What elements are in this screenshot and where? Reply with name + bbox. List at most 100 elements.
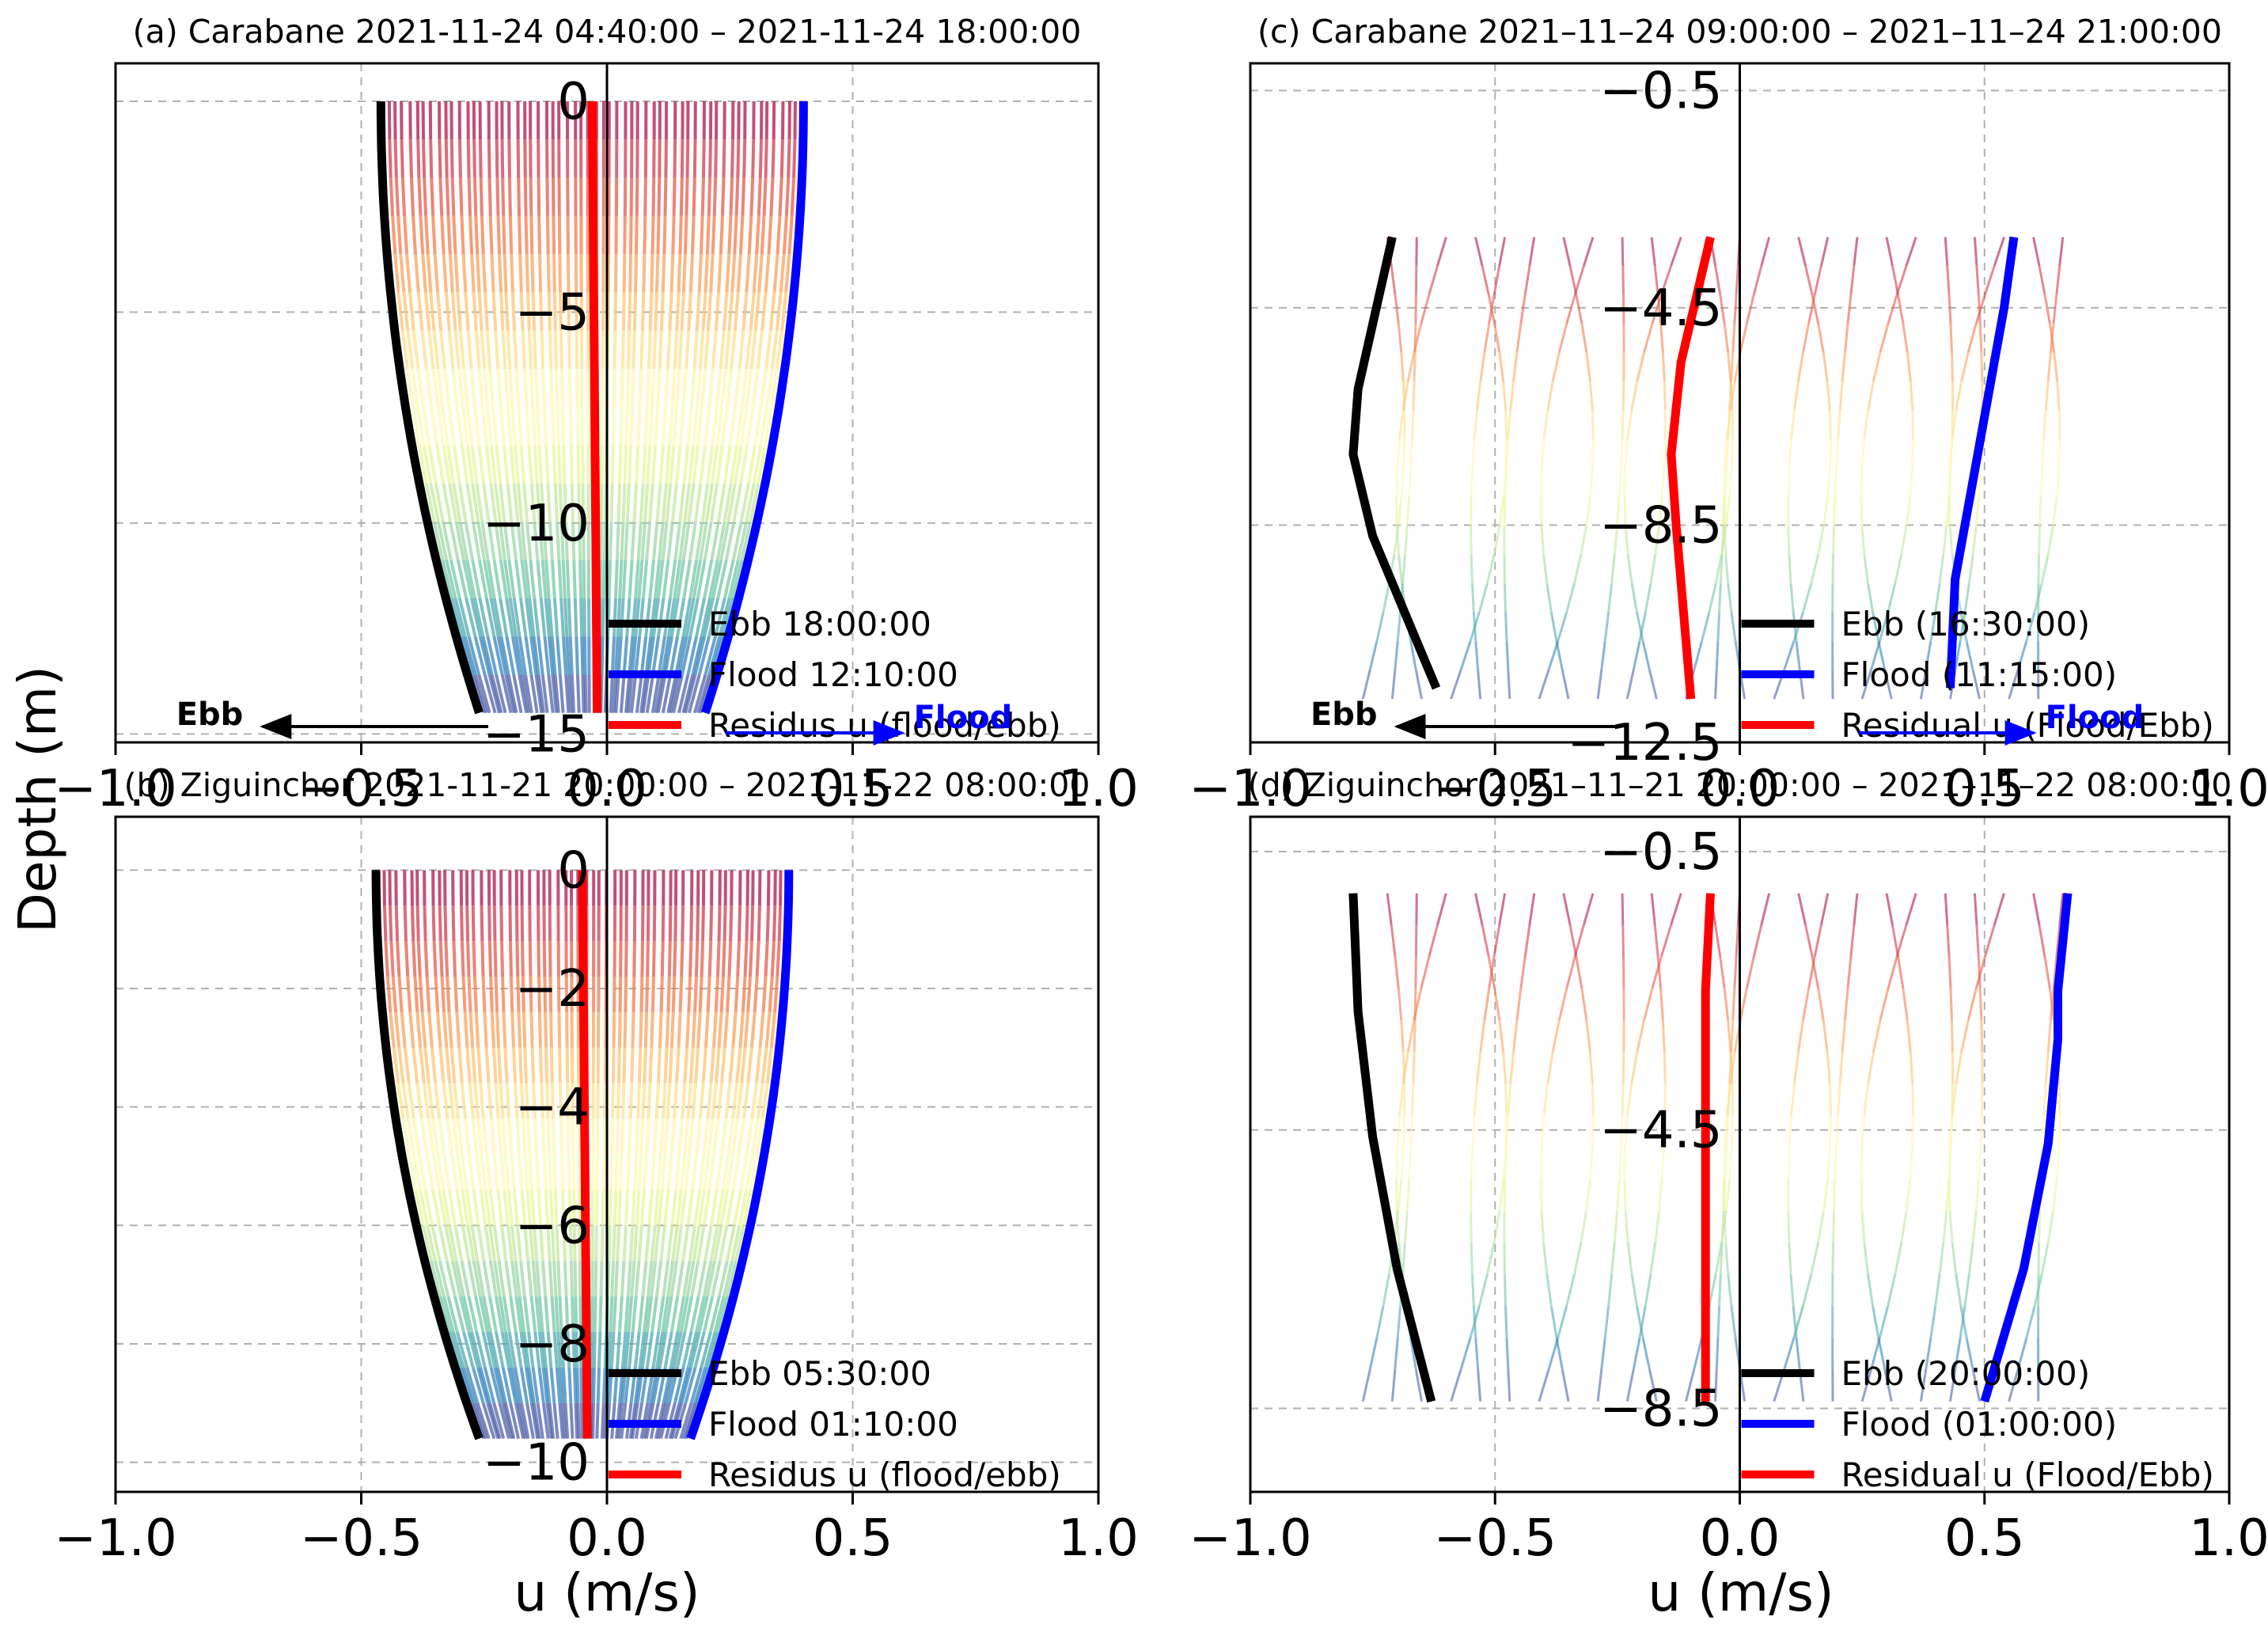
profile-line	[1428, 924, 1439, 958]
profile-line	[685, 1260, 696, 1297]
profile-line	[624, 1331, 631, 1368]
profile-line	[528, 941, 533, 977]
profile-line	[669, 1331, 680, 1368]
profile-line	[503, 521, 511, 560]
profile-line	[702, 1154, 711, 1190]
profile-line	[685, 177, 689, 216]
profile-line	[510, 1011, 516, 1048]
profile-line	[547, 674, 555, 713]
profile-line	[609, 483, 614, 522]
profile-line	[1401, 1242, 1407, 1275]
profile-line	[2038, 1210, 2042, 1243]
profile-line	[408, 1011, 415, 1048]
profile-line	[692, 139, 697, 178]
profile-line	[792, 139, 797, 178]
profile-line	[1505, 641, 1510, 670]
profile-line	[1971, 526, 1978, 555]
profile-line	[1481, 924, 1490, 958]
profile-line	[1390, 670, 1397, 700]
profile-line	[1396, 1115, 1401, 1148]
profile-line	[1979, 1115, 1983, 1148]
profile-line	[761, 976, 768, 1013]
profile-line	[432, 330, 440, 370]
profile-line	[722, 292, 729, 331]
profile-line	[1730, 352, 1735, 382]
profile-line	[479, 1083, 485, 1119]
profile-line	[487, 139, 491, 178]
profile-line	[458, 521, 469, 560]
profile-line	[1643, 323, 1654, 353]
profile-line	[688, 1118, 695, 1155]
profile-line	[666, 1154, 673, 1190]
profile-line	[1615, 1178, 1621, 1212]
profile-line	[1401, 554, 1407, 584]
profile-line	[472, 976, 478, 1013]
profile-line	[1725, 1083, 1732, 1116]
profile-line	[760, 1047, 768, 1083]
profile-line	[717, 1260, 729, 1297]
profile-line	[1404, 526, 1409, 555]
profile-line	[1965, 640, 1974, 670]
profile-line	[1724, 496, 1731, 526]
profile-line	[1492, 924, 1501, 958]
y-tick-label: −15	[483, 705, 590, 764]
profile-line	[594, 1261, 598, 1297]
profile-line	[486, 1402, 500, 1440]
profile-line	[594, 1225, 598, 1262]
profile-line	[1565, 294, 1576, 324]
profile-line	[2016, 640, 2028, 671]
profile-line	[436, 1154, 446, 1190]
profile-line	[563, 1261, 568, 1297]
legend-residual-label: Residual u (Flood/Ebb)	[1841, 1455, 2214, 1494]
profile-line	[516, 139, 521, 178]
profile-line	[2058, 410, 2061, 439]
profile-line	[495, 139, 499, 178]
profile-line	[726, 1154, 734, 1190]
profile-line	[457, 483, 468, 522]
profile-line	[472, 941, 476, 977]
profile-line	[737, 1118, 745, 1155]
profile-line	[632, 483, 639, 522]
profile-line	[558, 254, 563, 293]
profile-line	[483, 1367, 496, 1404]
profile-line	[508, 368, 514, 408]
profile-line	[1831, 554, 1835, 584]
profile-line	[733, 292, 740, 331]
profile-line	[423, 1047, 430, 1083]
profile-line	[521, 1011, 527, 1048]
profile-line	[1361, 1369, 1371, 1402]
profile-line	[624, 1296, 630, 1333]
profile-line	[730, 1118, 739, 1155]
profile-line	[501, 1402, 514, 1440]
profile-line	[1428, 265, 1439, 295]
legend-residual-label: Residus u (flood/ebb)	[708, 1455, 1061, 1494]
profile-line	[1878, 1305, 1890, 1338]
profile-line	[661, 522, 669, 560]
residual-line	[587, 101, 602, 713]
profile-line	[385, 976, 393, 1013]
profile-line	[521, 976, 525, 1012]
profile-line	[741, 976, 747, 1013]
profile-line	[401, 1118, 411, 1155]
profile-line	[674, 445, 682, 484]
profile-line	[1488, 956, 1496, 989]
profile-line	[455, 1331, 469, 1368]
profile-line	[697, 254, 703, 293]
profile-line	[1624, 1115, 1629, 1148]
profile-line	[680, 139, 685, 178]
profile-line	[1693, 640, 1704, 671]
profile-line	[645, 674, 655, 713]
profile-line	[394, 1011, 401, 1049]
profile-line	[2025, 1305, 2036, 1338]
profile-line	[756, 330, 764, 370]
profile-line	[514, 1367, 523, 1404]
y-tick-label: −0.5	[1599, 823, 1722, 882]
profile-line	[1955, 1052, 1963, 1084]
profile-line	[1887, 956, 1898, 989]
profile-line	[516, 522, 524, 560]
profile-line	[663, 1331, 673, 1368]
profile-line	[415, 1011, 423, 1048]
profile-line	[407, 1083, 415, 1119]
profile-line	[1408, 468, 1413, 497]
